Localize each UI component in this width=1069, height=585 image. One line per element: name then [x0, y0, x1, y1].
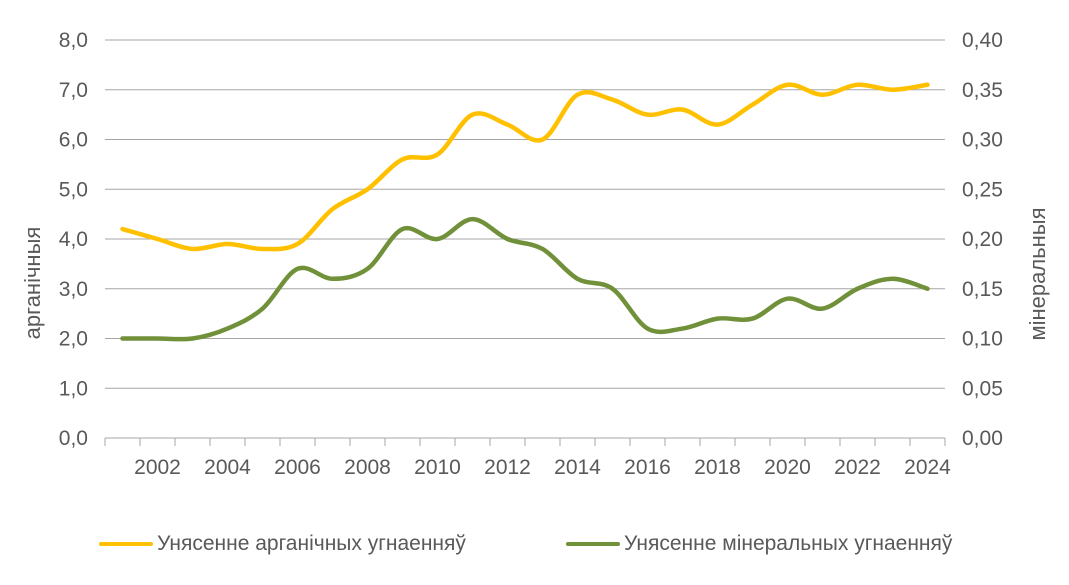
- y-left-tick-label: 7,0: [59, 79, 88, 102]
- legend-item-organic: Унясенне арганічных угнаенняў: [99, 532, 466, 556]
- x-tick-label: 2004: [204, 456, 251, 479]
- x-tick-label: 2024: [904, 456, 951, 479]
- y-left-tick-label: 6,0: [59, 129, 88, 152]
- x-tick-label: 2014: [554, 456, 601, 479]
- y-axis-right: 0,00 0,05 0,10 0,15 0,20 0,25 0,30 0,35 0,40: [962, 29, 1003, 450]
- y-right-tick-label: 0,30: [962, 129, 1003, 152]
- gridlines: [105, 39, 945, 439]
- y-axis-right-title: мінеральныя: [1025, 207, 1050, 340]
- y-right-tick-label: 0,05: [962, 377, 1003, 400]
- x-tick-label: 2002: [134, 456, 181, 479]
- x-tick-label: 2012: [484, 456, 531, 479]
- legend-item-mineral: Унясенне мінеральных угнаенняў: [566, 532, 952, 556]
- x-tick-label: 2022: [834, 456, 881, 479]
- y-right-tick-label: 0,10: [962, 328, 1003, 351]
- series-line-organic: [120, 82, 930, 252]
- x-tick-label: 2006: [274, 456, 321, 479]
- x-tick-label: 2016: [624, 456, 671, 479]
- y-left-tick-label: 8,0: [59, 29, 88, 52]
- y-right-tick-label: 0,25: [962, 178, 1003, 201]
- x-tick-label: 2008: [344, 456, 391, 479]
- legend-label-mineral: Унясенне мінеральных угнаенняў: [624, 532, 953, 555]
- y-left-tick-label: 2,0: [59, 328, 88, 351]
- x-axis: 2002 2004 2006 2008 2010 2012 2014 2016 2018 2020…: [104, 438, 951, 479]
- y-left-tick-label: 0,0: [59, 427, 88, 450]
- legend-swatch-organic: [99, 542, 153, 546]
- series-lines: [120, 82, 930, 342]
- x-tick-label: 2020: [764, 456, 811, 479]
- y-left-tick-label: 4,0: [59, 228, 88, 251]
- y-right-tick-label: 0,15: [962, 278, 1003, 301]
- y-axis-left: 0,0 1,0 2,0 3,0 4,0 5,0 6,0 7,0 8,0: [59, 29, 88, 450]
- y-right-tick-label: 0,35: [962, 79, 1003, 102]
- legend-label-organic: Унясенне арганічных угнаенняў: [157, 532, 466, 555]
- y-left-tick-label: 5,0: [59, 178, 88, 201]
- y-axis-left-title: арганічныя: [20, 227, 45, 340]
- y-right-tick-label: 0,00: [962, 427, 1003, 450]
- legend-swatch-mineral: [566, 542, 620, 546]
- x-tick-label: 2018: [694, 456, 741, 479]
- x-tick-label: 2010: [414, 456, 461, 479]
- y-right-tick-label: 0,40: [962, 29, 1003, 52]
- y-right-tick-label: 0,20: [962, 228, 1003, 251]
- y-left-tick-label: 1,0: [59, 377, 88, 400]
- y-left-tick-label: 3,0: [59, 278, 88, 301]
- legend: Унясенне арганічных угнаенняў Унясенне м…: [0, 532, 1069, 562]
- series-line-mineral: [120, 216, 930, 342]
